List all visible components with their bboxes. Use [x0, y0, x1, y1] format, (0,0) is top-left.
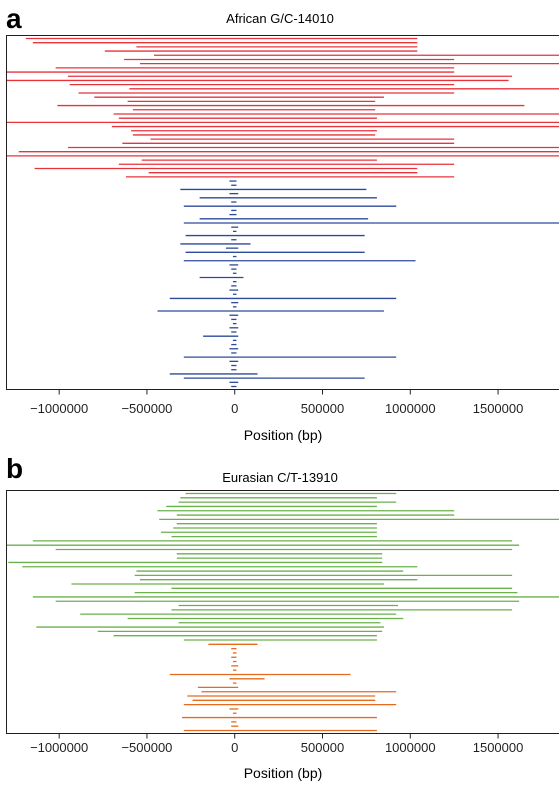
panel-a-plot — [7, 39, 559, 387]
x-tick-label: −500000 — [121, 401, 172, 416]
x-tick-label: −1000000 — [30, 740, 88, 755]
panel-b-x-axis: −1000000 −500000 0 500000 1000000 1500000 — [30, 734, 523, 756]
panel-b-frame — [7, 491, 559, 734]
panel-a-title: African G/C-14010 — [226, 11, 334, 26]
x-tick-label: 500000 — [301, 401, 344, 416]
panel-b: b Eurasian C/T-13910 −1000000 −500000 0 500… — [6, 453, 559, 781]
x-tick-label: 0 — [231, 401, 238, 416]
x-tick-label: 1500000 — [473, 740, 524, 755]
panel-b-plot — [7, 494, 559, 731]
x-tick-label: 1000000 — [385, 401, 436, 416]
panel-a-x-axis: −1000000 −500000 0 500000 1000000 1500000 — [30, 390, 523, 417]
x-tick-label: −1000000 — [30, 401, 88, 416]
panel-b-title: Eurasian C/T-13910 — [222, 470, 338, 485]
x-tick-label: −500000 — [121, 740, 172, 755]
panel-b-letter: b — [6, 453, 23, 484]
panel-a: a African G/C-14010 −1000000 −500000 0 5000… — [6, 3, 559, 443]
x-tick-label: 0 — [231, 740, 238, 755]
x-tick-label: 1500000 — [473, 401, 524, 416]
x-tick-label: 1000000 — [385, 740, 436, 755]
panel-a-xlabel: Position (bp) — [244, 427, 323, 443]
x-tick-label: 500000 — [301, 740, 344, 755]
panel-a-letter: a — [6, 3, 22, 34]
panel-b-xlabel: Position (bp) — [244, 765, 323, 781]
